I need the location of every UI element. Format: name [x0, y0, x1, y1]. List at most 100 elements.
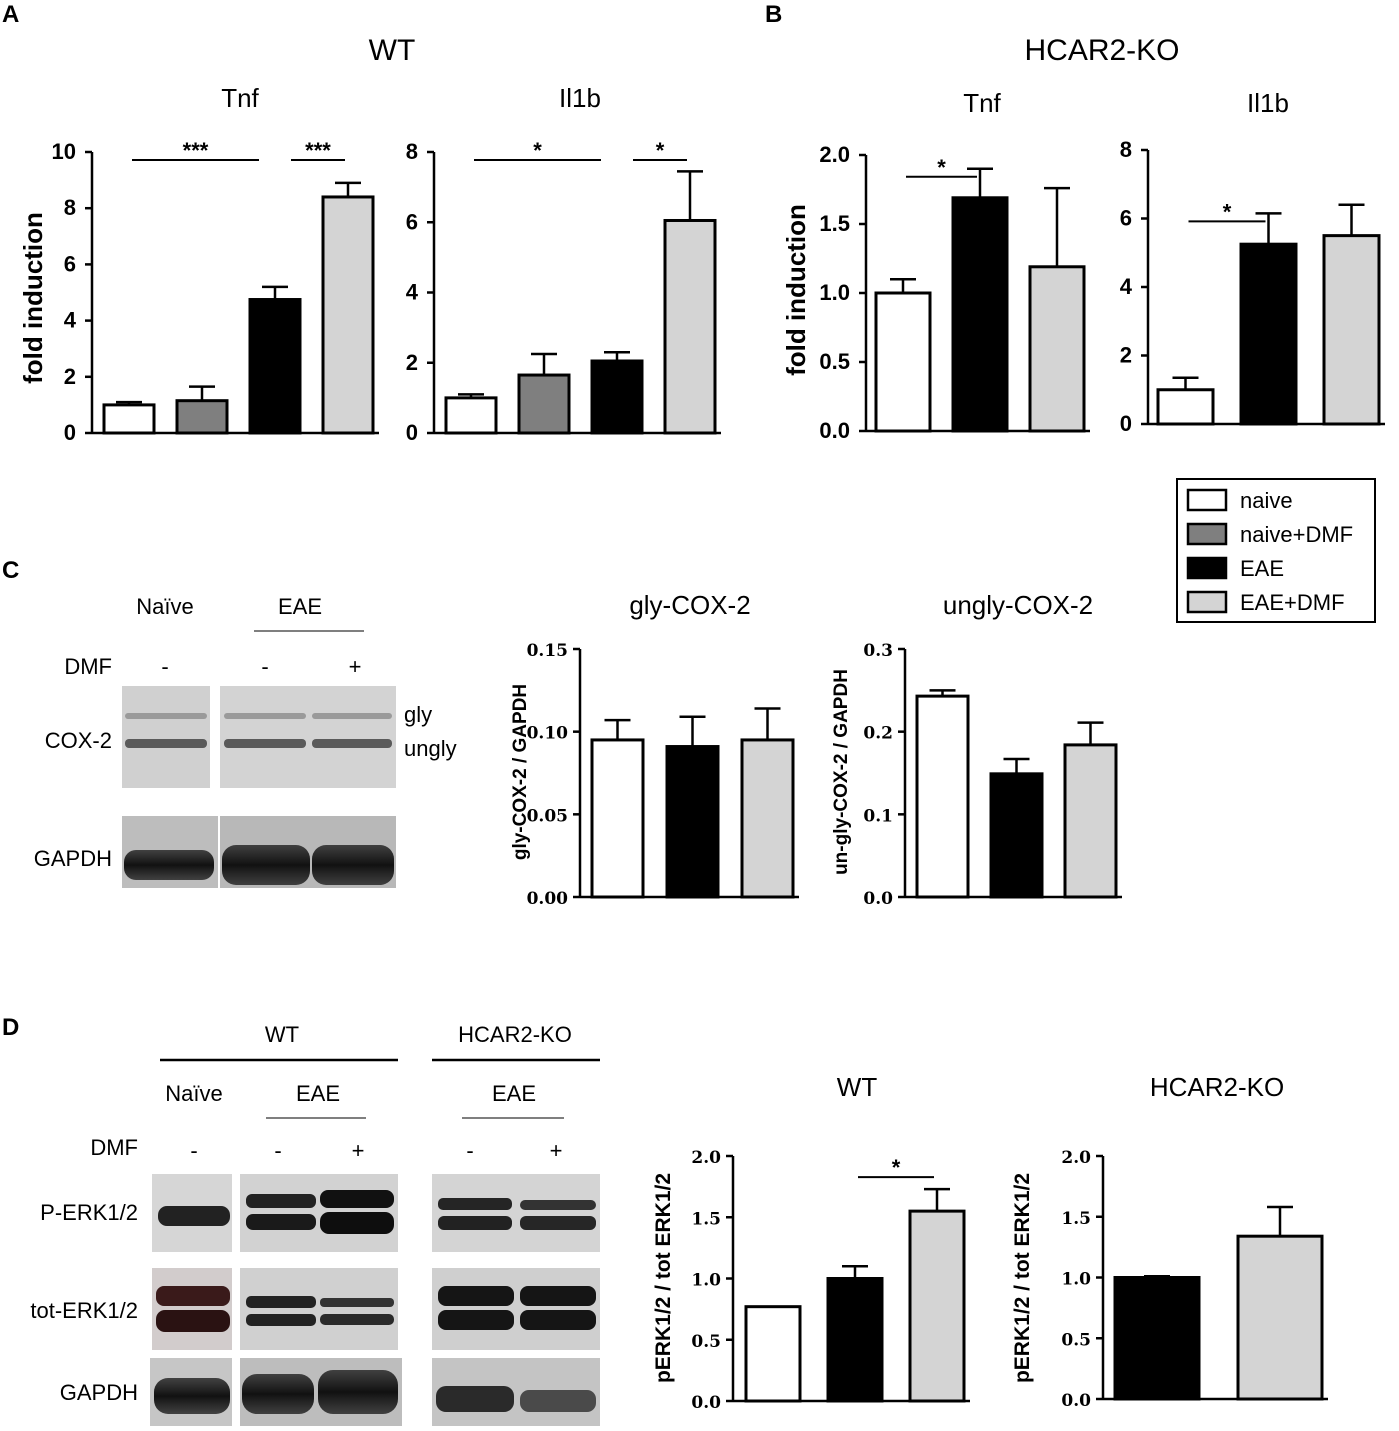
blot-d-perk-band-4a — [438, 1198, 512, 1210]
chart-tick-label-B_tnf: 1.0 — [819, 280, 850, 305]
blot-c-band-ungly-1 — [125, 739, 207, 748]
blot-d-perk-band-2b — [246, 1214, 316, 1230]
blot-d-group-wt: WT — [265, 1022, 299, 1047]
blot-c-band-gly: gly — [404, 702, 432, 727]
chart-tick-label-B_il1b: 6 — [1120, 206, 1132, 231]
chart-tick-label-D_wt: 1.0 — [691, 1271, 721, 1291]
chart-tick-label-D_ko: 1.0 — [1061, 1270, 1091, 1290]
chart-bar-A_il1b — [517, 373, 571, 435]
blot-d-dmf-mark-2: - — [274, 1138, 281, 1163]
legend-swatch-naive-dmf — [1186, 522, 1228, 546]
chart-tick-label-D_ko: 1.5 — [1061, 1209, 1091, 1229]
chart-tick-label-B_il1b: 4 — [1120, 274, 1133, 299]
panel-a-title: WT — [369, 34, 416, 67]
blot-d-dmf-mark-1: - — [190, 1138, 197, 1163]
blot-d-toterk-strip-1 — [152, 1268, 232, 1350]
panel-letter-d: D — [2, 1014, 19, 1041]
chart-tick-label-C_gly: 0.00 — [527, 889, 569, 909]
legend: naive naive+DMF EAE EAE+DMF — [1176, 478, 1376, 623]
blot-c-band-gly-2 — [224, 713, 306, 719]
blot-d-dmf-mark-5: + — [550, 1138, 563, 1163]
chart-bar-D_wt — [826, 1277, 884, 1403]
blot-d: WT HCAR2-KO Naïve EAE EAE DMF - - + - + … — [30, 1022, 600, 1426]
blot-d-dmf-label: DMF — [90, 1135, 138, 1160]
blot-c-gapdh-band-3 — [312, 845, 394, 885]
panel-letter-a: A — [2, 1, 19, 28]
chart-bar-B_il1b — [1156, 388, 1215, 426]
chart-sig-label-A_il1b: * — [656, 138, 665, 163]
panel-letter-b: B — [765, 1, 782, 28]
chart-tick-label-C_ungly: 0.0 — [863, 889, 893, 909]
chart-tick-label-C_gly: 0.05 — [527, 806, 568, 826]
blot-c-header-naive: Naïve — [136, 594, 193, 619]
blot-d-perk-band-3b — [320, 1212, 394, 1234]
blot-d-perk-band-2a — [246, 1194, 316, 1208]
chart-B_il1b: Il1b 0 2 4 6 8 * — [1120, 88, 1385, 436]
chart-sig-label-A_il1b: * — [533, 138, 542, 163]
blot-d-perk-strip-3 — [432, 1174, 600, 1252]
chart-title-A_il1b: Il1b — [559, 83, 601, 113]
blot-d-gapdh-band-1 — [154, 1378, 230, 1414]
blot-d-perk-band-3a — [320, 1190, 394, 1208]
blot-c-dmf-label: DMF — [64, 654, 112, 679]
chart-tick-label-A_il1b: 6 — [406, 209, 418, 234]
chart-ylabel-C_gly: gly-COX-2 / GAPDH — [510, 684, 531, 860]
chart-tick-label-A_tnf: 6 — [64, 251, 76, 276]
chart-tick-label-D_wt: 0.0 — [691, 1393, 721, 1413]
chart-title-B_il1b: Il1b — [1247, 88, 1289, 118]
chart-tick-label-B_tnf: 0.0 — [819, 418, 850, 443]
blot-d-toterk-band-4b — [438, 1310, 514, 1330]
chart-B_tnf: Tnf fold induction 0.0 0.5 1.0 1.5 2.0 * — [781, 88, 1090, 443]
chart-tick-label-A_il1b: 4 — [406, 280, 419, 305]
chart-ylabel-B_tnf: fold induction — [781, 204, 811, 376]
chart-tick-label-D_wt: 2.0 — [691, 1148, 721, 1168]
chart-tick-label-C_ungly: 0.3 — [863, 641, 893, 661]
blot-c-dmf-mark-1: - — [161, 654, 168, 679]
chart-bar-D_wt — [744, 1305, 802, 1403]
chart-A_il1b: Il1b 0 2 4 6 8 * * — [406, 83, 721, 445]
blot-d-toterk-strip-3 — [432, 1268, 600, 1350]
chart-sig-label-A_tnf: *** — [183, 138, 209, 163]
chart-tick-label-D_wt: 1.5 — [691, 1209, 721, 1229]
legend-label-eae: EAE — [1240, 556, 1284, 581]
blot-d-row-perk: P-ERK1/2 — [40, 1200, 138, 1225]
chart-bar-B_il1b — [1239, 242, 1298, 426]
chart-title-A_tnf: Tnf — [221, 83, 259, 113]
chart-bar-D_ko — [1236, 1234, 1324, 1401]
blot-c-dmf-mark-2: - — [261, 654, 268, 679]
chart-tick-label-D_ko: 2.0 — [1061, 1148, 1091, 1168]
blot-c-row-cox2: COX-2 — [45, 728, 112, 753]
chart-ylabel-D_wt: pERK1/2 / tot ERK1/2 — [652, 1173, 675, 1383]
blot-c-band-ungly-3 — [312, 739, 392, 748]
blot-c-gapdh-band-2 — [222, 845, 310, 885]
blot-c-band-gly-1 — [125, 713, 207, 719]
chart-sig-label-B_tnf: * — [937, 155, 946, 180]
blot-d-dmf-mark-3: + — [352, 1138, 365, 1163]
blot-c-row-gapdh: GAPDH — [34, 846, 112, 871]
blot-d-toterk-band-3a — [320, 1298, 394, 1307]
chart-bar-A_il1b — [590, 359, 644, 435]
blot-c-band-gly-3 — [312, 713, 392, 719]
chart-tick-label-A_il1b: 2 — [406, 350, 418, 375]
chart-D_wt: WT pERK1/2 / tot ERK1/2 0.0 0.5 1.0 1.5 2.0 * — [652, 1072, 970, 1413]
blot-d-perk-band-4b — [438, 1216, 512, 1230]
blot-d-gapdh-band-4 — [436, 1386, 514, 1412]
chart-sig-label-A_tnf: *** — [305, 138, 331, 163]
blot-d-group-ko: HCAR2-KO — [458, 1022, 572, 1047]
blot-d-sub-eae-ko: EAE — [492, 1081, 536, 1106]
chart-tick-label-B_il1b: 8 — [1120, 137, 1132, 162]
chart-bar-A_tnf — [321, 195, 375, 435]
chart-tick-label-C_ungly: 0.2 — [863, 724, 893, 744]
legend-label-naive: naive — [1240, 488, 1293, 513]
panel-letter-c: C — [2, 557, 19, 584]
chart-title-C_ungly: ungly-COX-2 — [943, 590, 1093, 620]
chart-D_ko: HCAR2-KO pERK1/2 / tot ERK1/2 0.0 0.5 1.0 1.5… — [1011, 1072, 1328, 1411]
blot-d-toterk-band-3b — [320, 1314, 394, 1325]
chart-C_ungly: ungly-COX-2 un-gly-COX-2 / GAPDH 0.0 0.1 0.2… — [831, 590, 1122, 909]
blot-c-dmf-mark-3: + — [349, 654, 362, 679]
legend-label-eae-dmf: EAE+DMF — [1240, 590, 1345, 615]
blot-d-toterk-strip-2 — [240, 1268, 398, 1350]
